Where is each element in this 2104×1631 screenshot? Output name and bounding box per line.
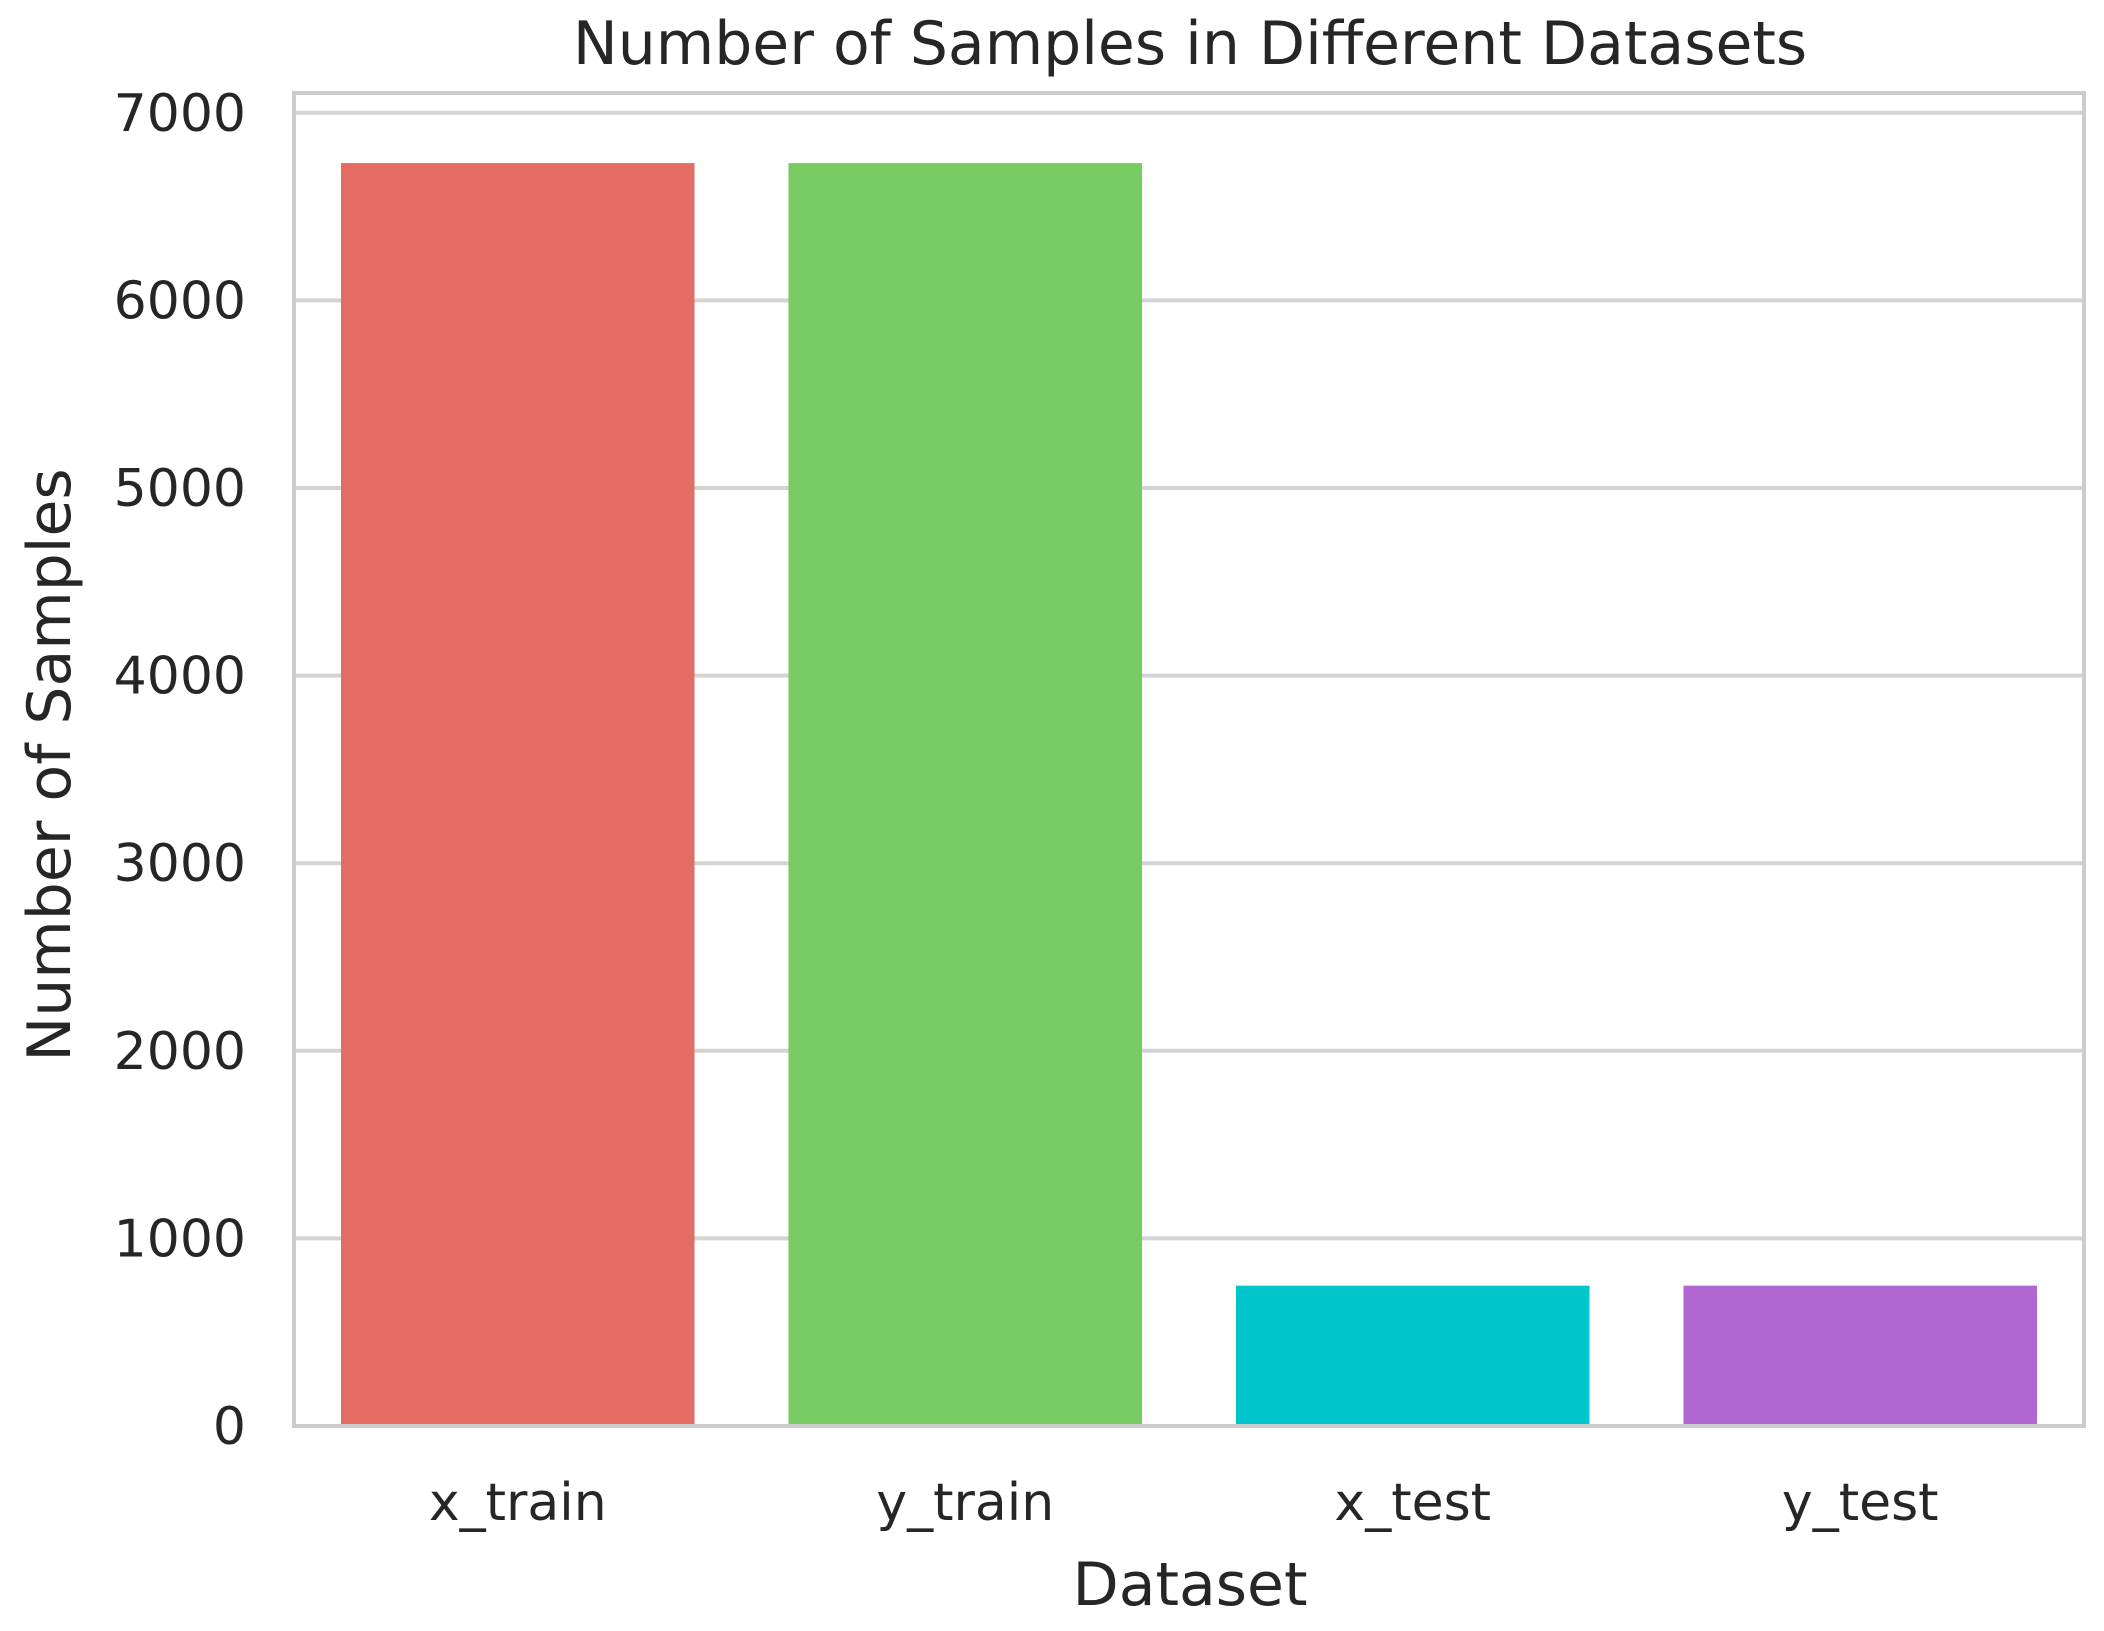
y-tick-label: 4000 bbox=[114, 647, 246, 707]
y-tick-label: 6000 bbox=[114, 271, 246, 331]
y-axis-label: Number of Samples bbox=[15, 468, 85, 1061]
x-tick-label-y_test: y_test bbox=[1782, 1473, 1939, 1533]
y-tick-label: 0 bbox=[213, 1397, 246, 1457]
bar-x_train bbox=[340, 163, 695, 1427]
bar-x_test bbox=[1235, 1285, 1590, 1426]
x-tick-label-x_train: x_train bbox=[429, 1473, 607, 1533]
y-tick-labels: 0 1000 2000 3000 4000 5000 6000 7000 bbox=[114, 84, 246, 1457]
x-tick-label-x_test: x_test bbox=[1334, 1473, 1491, 1533]
y-tick-label: 3000 bbox=[114, 834, 246, 894]
y-tick-label: 7000 bbox=[114, 84, 246, 144]
y-tick-label: 2000 bbox=[114, 1022, 246, 1082]
chart-title: Number of Samples in Different Datasets bbox=[573, 9, 1807, 79]
x-tick-labels: x_train y_train x_test y_test bbox=[429, 1473, 1939, 1533]
plot-frame bbox=[292, 91, 2086, 1428]
x-tick-label-y_train: y_train bbox=[876, 1473, 1054, 1533]
y-tick-label: 1000 bbox=[114, 1209, 246, 1269]
x-axis-label: Dataset bbox=[1073, 1550, 1308, 1620]
y-tick-label: 5000 bbox=[114, 459, 246, 519]
bars-layer bbox=[340, 163, 2038, 1427]
bar-y_test bbox=[1683, 1285, 2038, 1426]
bar-y_train bbox=[788, 163, 1143, 1427]
